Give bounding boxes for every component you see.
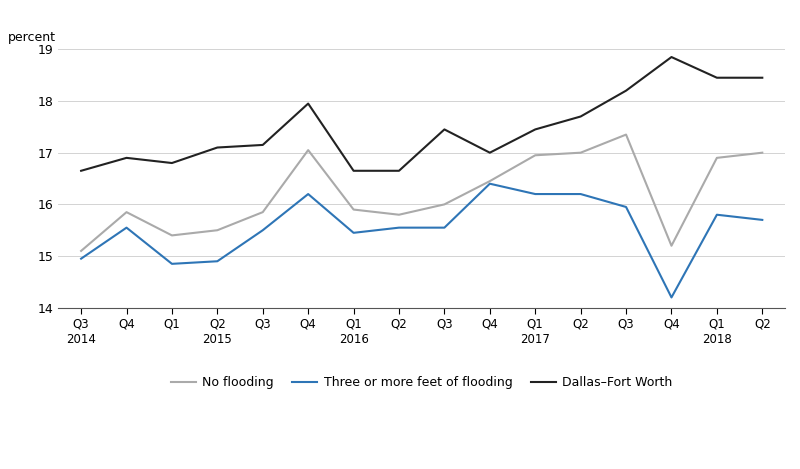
Dallas–Fort Worth	[76, 168, 86, 174]
Dallas–Fort Worth	[485, 150, 494, 156]
No flooding	[167, 233, 177, 238]
Dallas–Fort Worth	[213, 145, 222, 151]
Three or more feet of flooding	[258, 227, 267, 233]
Three or more feet of flooding	[576, 191, 586, 197]
Three or more feet of flooding	[122, 225, 131, 230]
No flooding	[622, 132, 631, 137]
No flooding	[758, 150, 767, 156]
Line: Three or more feet of flooding: Three or more feet of flooding	[81, 184, 762, 297]
Three or more feet of flooding	[394, 225, 404, 230]
No flooding	[576, 150, 586, 156]
Three or more feet of flooding	[666, 295, 676, 300]
Dallas–Fort Worth	[712, 75, 722, 81]
Dallas–Fort Worth	[349, 168, 358, 174]
No flooding	[485, 178, 494, 184]
Three or more feet of flooding	[485, 181, 494, 187]
No flooding	[530, 152, 540, 158]
No flooding	[394, 212, 404, 218]
Line: Dallas–Fort Worth: Dallas–Fort Worth	[81, 57, 762, 171]
Dallas–Fort Worth	[622, 88, 631, 93]
No flooding	[122, 209, 131, 215]
No flooding	[76, 248, 86, 254]
Three or more feet of flooding	[758, 217, 767, 223]
Line: No flooding: No flooding	[81, 135, 762, 251]
No flooding	[213, 227, 222, 233]
Three or more feet of flooding	[349, 230, 358, 235]
Dallas–Fort Worth	[440, 127, 450, 132]
No flooding	[258, 209, 267, 215]
Dallas–Fort Worth	[394, 168, 404, 174]
Three or more feet of flooding	[167, 261, 177, 267]
No flooding	[440, 202, 450, 207]
Dallas–Fort Worth	[666, 54, 676, 60]
Three or more feet of flooding	[76, 256, 86, 262]
No flooding	[666, 243, 676, 249]
Dallas–Fort Worth	[530, 127, 540, 132]
Legend: No flooding, Three or more feet of flooding, Dallas–Fort Worth: No flooding, Three or more feet of flood…	[166, 371, 678, 394]
Three or more feet of flooding	[303, 191, 313, 197]
Three or more feet of flooding	[622, 204, 631, 210]
No flooding	[349, 207, 358, 212]
Dallas–Fort Worth	[258, 142, 267, 148]
Dallas–Fort Worth	[758, 75, 767, 81]
Dallas–Fort Worth	[303, 101, 313, 106]
Dallas–Fort Worth	[576, 113, 586, 119]
Three or more feet of flooding	[213, 258, 222, 264]
No flooding	[303, 147, 313, 153]
Dallas–Fort Worth	[167, 160, 177, 166]
Three or more feet of flooding	[712, 212, 722, 218]
Three or more feet of flooding	[440, 225, 450, 230]
Dallas–Fort Worth	[122, 155, 131, 161]
Three or more feet of flooding	[530, 191, 540, 197]
Text: percent: percent	[7, 31, 55, 44]
No flooding	[712, 155, 722, 161]
